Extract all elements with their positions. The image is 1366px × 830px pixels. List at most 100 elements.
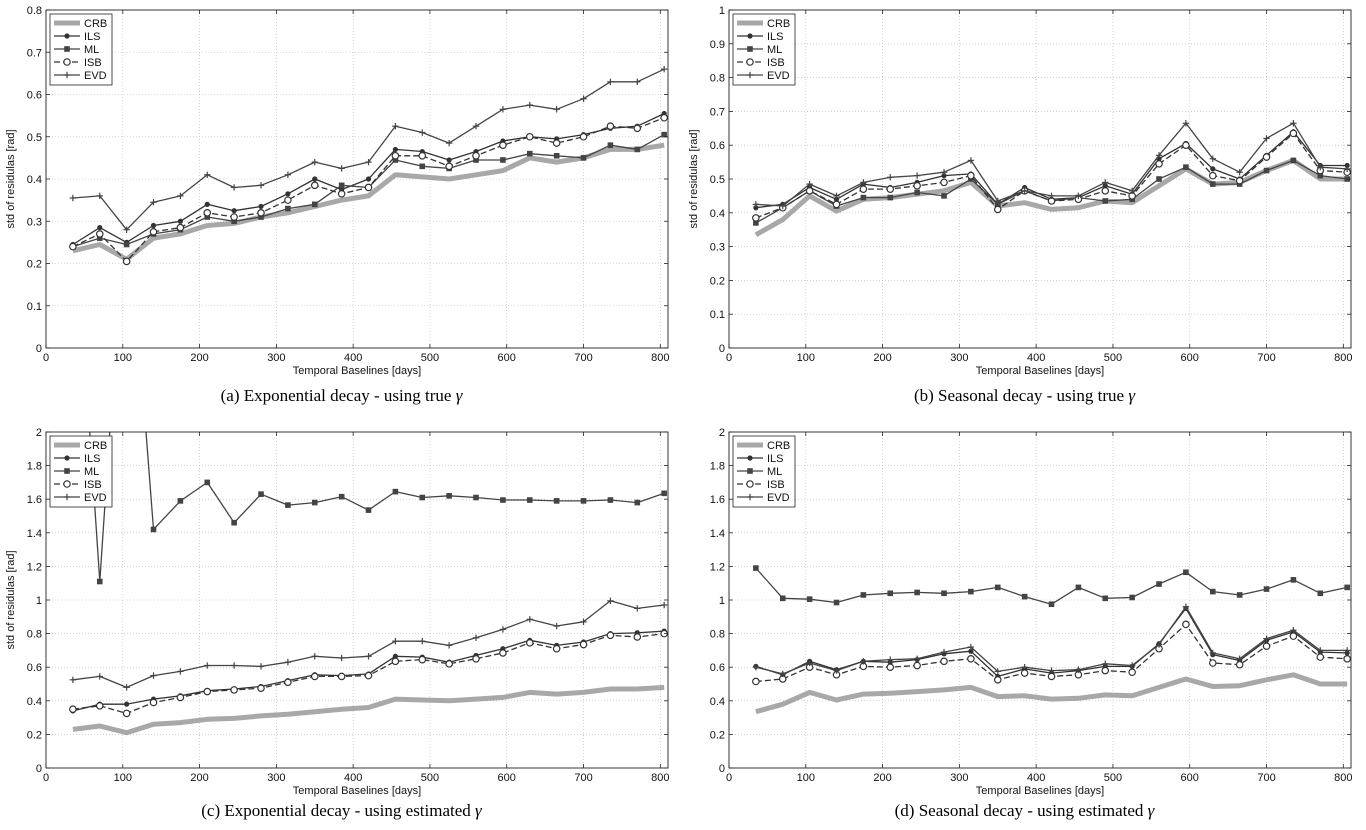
legend-label: CRB [84, 440, 107, 452]
gamma-symbol: γ [1147, 801, 1155, 820]
y-tick-label: 0 [36, 343, 42, 355]
y-axis-label: std of residulas [rad] [5, 550, 17, 649]
isb-point [967, 171, 975, 180]
ils-point [177, 218, 183, 224]
ml-point [311, 201, 318, 208]
y-tick-label: 0.4 [710, 208, 725, 220]
x-tick-label: 700 [574, 352, 592, 364]
isb-point [1101, 187, 1110, 195]
isb-point [606, 122, 615, 130]
isb-point [63, 58, 71, 66]
y-tick-label: 0 [719, 763, 725, 775]
ml-point [661, 490, 667, 497]
isb-point [1262, 642, 1271, 651]
legend-label: EVD [84, 492, 107, 504]
series-line-crb [72, 142, 665, 262]
ml-point [392, 488, 399, 495]
y-tick-label: 0.5 [27, 132, 42, 144]
ml-point [204, 479, 211, 486]
ml-point [914, 189, 920, 196]
isb-point [445, 162, 453, 171]
series-group [69, 432, 668, 736]
x-tick-label: 100 [797, 352, 815, 364]
chart-caption: (a) Exponential decay - using true γ [0, 386, 683, 406]
ml-point [968, 588, 974, 595]
ml-point [887, 194, 894, 201]
isb-point [364, 183, 373, 192]
y-axis-label: std of residulas [rad] [5, 129, 17, 228]
ml-point [338, 182, 345, 189]
x-tick-label: 200 [873, 772, 891, 784]
legend-label: ILS [767, 31, 784, 43]
ml-point [1317, 172, 1324, 179]
chart-svg: 0 100 200 300 400 500 600 700 800 0 0.1 0.2 0.3 0.4 0.… [5, 5, 670, 377]
ils-point [285, 191, 291, 197]
isb-point [176, 693, 185, 702]
isb-point [913, 181, 921, 190]
isb-point [337, 189, 346, 198]
legend-label: ILS [84, 453, 101, 465]
ml-point [1102, 198, 1109, 204]
isb-point [913, 661, 921, 670]
chart-panel-a: 0 100 200 300 400 500 600 700 800 0 0.1 0.2 0.3 0.4 0.… [0, 0, 683, 415]
ml-point [231, 519, 237, 526]
isb-point [257, 209, 265, 217]
y-tick-label: 1.6 [710, 494, 725, 506]
ml-point [1183, 164, 1189, 170]
x-axis-label: Temporal Baselines [days] [976, 365, 1104, 377]
x-tick-label: 500 [1104, 352, 1122, 364]
chart-caption: (c) Exponential decay - using estimated … [0, 801, 683, 821]
legend-label: EVD [767, 70, 790, 82]
ml-point [634, 499, 641, 506]
isb-point [95, 702, 104, 710]
isb-point [633, 633, 642, 641]
legend-label: ISB [84, 479, 102, 491]
isb-point [1182, 620, 1190, 629]
y-tick-label: 1 [36, 595, 42, 607]
x-tick-label: 400 [344, 352, 362, 364]
isb-point [1343, 655, 1351, 663]
caption-text: (c) Exponential decay - using estimated [201, 801, 471, 820]
ml-point [1021, 593, 1028, 600]
y-tick-label: 0.6 [27, 662, 42, 674]
ml-point [64, 46, 70, 52]
isb-point [752, 214, 760, 222]
isb-point [1289, 129, 1298, 138]
ml-point [500, 497, 506, 503]
isb-point [284, 678, 292, 687]
ml-point [806, 596, 813, 602]
y-tick-label: 1.2 [27, 561, 42, 573]
ml-point [123, 241, 130, 248]
ml-point [860, 592, 867, 598]
isb-point [1262, 153, 1271, 161]
series-group [69, 65, 668, 266]
ils-point [64, 455, 70, 461]
y-tick-label: 0.7 [27, 47, 42, 59]
isb-point [859, 185, 868, 193]
x-tick-label: 600 [1181, 772, 1199, 784]
isb-point [552, 139, 561, 147]
y-tick-label: 0.6 [27, 90, 42, 102]
x-tick-label: 800 [651, 352, 669, 364]
ml-point [96, 578, 103, 585]
isb-point [752, 677, 760, 686]
y-tick-label: 0.7 [710, 106, 725, 118]
ils-point [124, 701, 130, 707]
ml-point [150, 526, 157, 533]
ml-point [311, 499, 318, 506]
ml-point [634, 146, 641, 153]
ml-point [1075, 584, 1082, 591]
y-tick-label: 0.8 [710, 73, 725, 85]
y-tick-label: 0 [719, 343, 725, 355]
ml-point [1156, 176, 1162, 182]
ils-point [1210, 166, 1216, 172]
y-tick-label: 0.2 [710, 275, 725, 287]
isb-point [832, 200, 841, 209]
isb-point [203, 687, 212, 696]
ticks: 0 100 200 300 400 500 600 700 800 0 0.2 0.4 0.6 0.8 1 1… [27, 427, 670, 784]
isb-point [1047, 672, 1056, 681]
ml-point [1290, 157, 1297, 164]
y-axis-label: std of residulas [rad] [688, 129, 700, 228]
